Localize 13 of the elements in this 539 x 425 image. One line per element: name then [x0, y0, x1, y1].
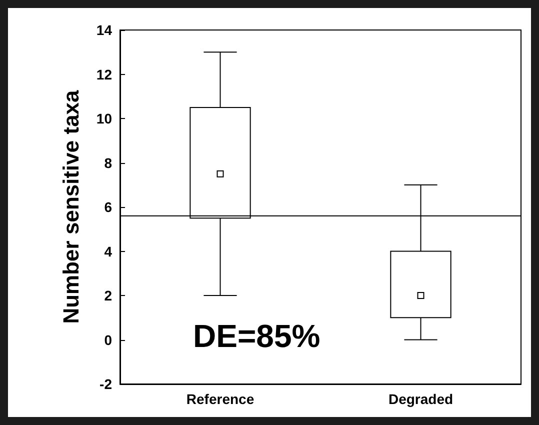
y-tick-label: 12 — [96, 66, 112, 82]
annotation: DE=85% — [193, 318, 320, 354]
y-tick-label: 6 — [104, 199, 112, 215]
y-tick-label: 2 — [104, 288, 112, 304]
y-tick-label: 8 — [104, 154, 112, 171]
y-tick-label: 4 — [104, 243, 112, 260]
y-tick-label: 10 — [96, 110, 112, 126]
y-tick-label: 0 — [104, 332, 112, 348]
y-tick-label: 14 — [96, 22, 112, 38]
x-tick-label: Degraded — [388, 391, 454, 407]
y-tick-label: -2 — [100, 376, 112, 392]
x-tick-label: Reference — [186, 391, 254, 407]
y-axis-title: Number sensitive taxa — [58, 89, 84, 324]
